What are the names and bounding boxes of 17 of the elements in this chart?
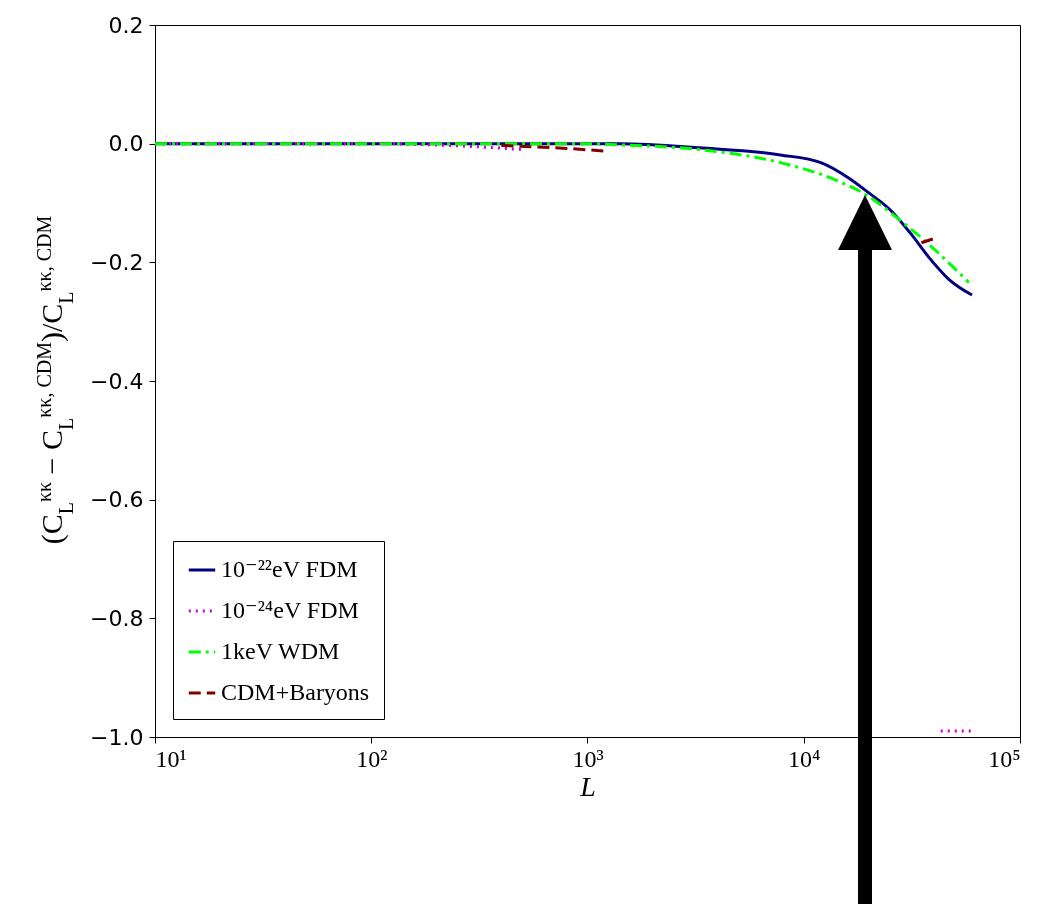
legend-label: CDM+Baryons	[221, 679, 370, 705]
y-tick-label: 0.2	[108, 12, 144, 38]
legend-label: 10⁻²⁴eV FDM	[221, 597, 359, 623]
y-tick-label: −0.8	[90, 605, 144, 631]
legend-label: 10⁻²²eV FDM	[221, 556, 358, 582]
x-axis-title: L	[579, 770, 596, 802]
x-tick-label: 10⁴	[788, 745, 821, 772]
y-tick-label: −0.4	[90, 368, 144, 394]
x-tick-label: 10³	[572, 745, 604, 772]
y-tick-label: −0.2	[90, 249, 144, 275]
y-tick-label: −1.0	[90, 724, 144, 750]
x-tick-label: 10²	[356, 745, 388, 772]
y-tick-label: 0.0	[108, 131, 144, 157]
y-tick-label: −0.6	[90, 487, 144, 513]
x-tick-label: 10⁵	[988, 745, 1021, 772]
legend-label: 1keV WDM	[221, 638, 340, 664]
x-tick-label: 10¹	[155, 745, 187, 772]
